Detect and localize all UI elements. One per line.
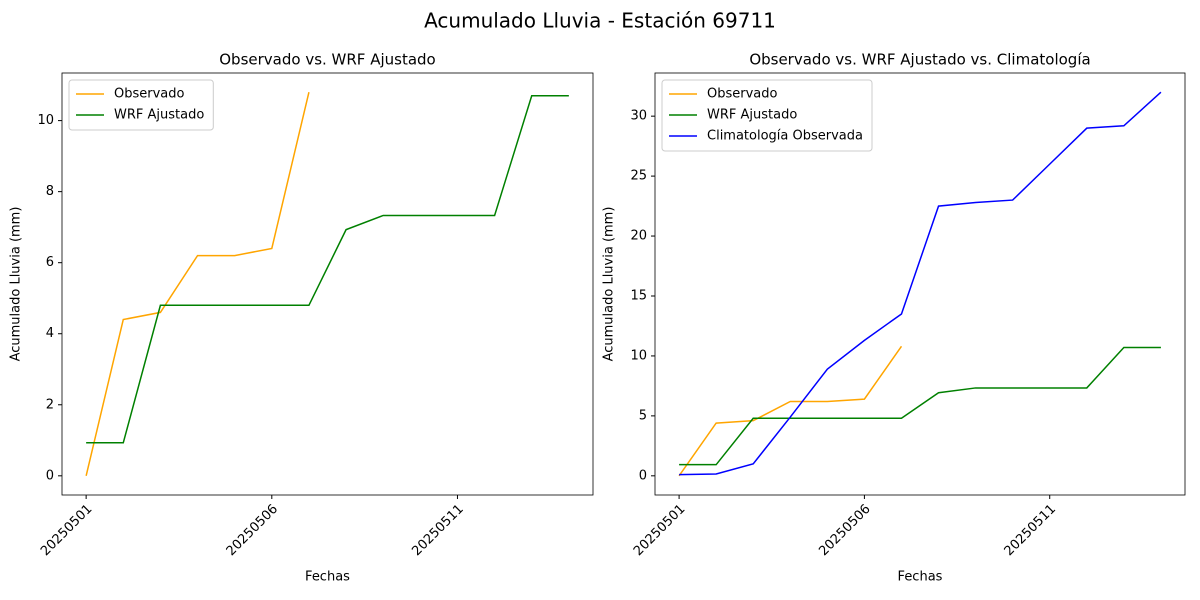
y-tick-label: 0 — [639, 468, 647, 483]
legend-label: Observado — [707, 87, 778, 102]
y-tick-label: 10 — [630, 348, 647, 363]
legend-label: Climatología Observada — [707, 129, 863, 144]
y-axis-label: Acumulado Lluvia (mm) — [602, 207, 617, 362]
axes-frame — [654, 72, 1186, 496]
y-tick-label: 10 — [37, 113, 54, 128]
y-tick-label: 5 — [639, 408, 647, 423]
legend-label: Observado — [114, 87, 185, 102]
legend-box — [68, 79, 214, 131]
axes-title: Observado vs. WRF Ajustado vs. Climatolo… — [749, 51, 1090, 69]
legend: Observado WRF Ajustado — [68, 79, 214, 131]
y-tick-label: 15 — [630, 288, 647, 303]
legend: Observado WRF Ajustado Climatología Observ… — [661, 79, 873, 152]
figure-title: Acumulado Lluvia - Estación 69711 — [424, 9, 776, 33]
y-tick-label: 0 — [46, 468, 54, 483]
x-axis-label: Fechas — [898, 570, 943, 585]
y-tick-label: 20 — [630, 229, 647, 244]
legend-label: WRF Ajustado — [707, 108, 797, 123]
y-tick-label: 4 — [46, 326, 54, 341]
series-line — [86, 94, 569, 444]
y-tick-label: 30 — [630, 109, 647, 124]
series-line — [678, 345, 903, 477]
x-axis-label: Fechas — [305, 570, 350, 585]
series-line — [679, 346, 1161, 466]
y-tick-label: 8 — [46, 184, 54, 199]
series-line — [85, 92, 310, 476]
y-tick-label: 6 — [46, 255, 54, 270]
axes-frame — [61, 72, 594, 496]
axes-title: Observado vs. WRF Ajustado — [219, 51, 435, 69]
y-tick-label: 25 — [630, 169, 647, 184]
legend-label: WRF Ajustado — [114, 108, 204, 123]
legend-box — [661, 79, 873, 152]
y-tick-label: 2 — [46, 397, 54, 412]
y-axis-label: Acumulado Lluvia (mm) — [9, 207, 24, 362]
series-line — [679, 91, 1162, 476]
